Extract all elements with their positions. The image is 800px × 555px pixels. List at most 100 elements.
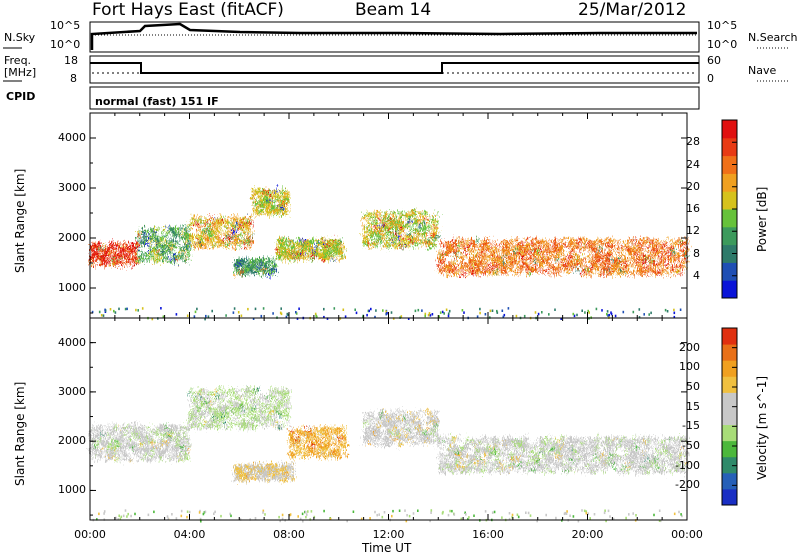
cell <box>368 425 370 428</box>
cell <box>262 192 264 195</box>
cell <box>625 269 627 272</box>
cell <box>553 255 555 258</box>
cell <box>279 425 281 428</box>
cell <box>329 441 331 444</box>
cell <box>418 221 420 224</box>
cell <box>593 251 595 254</box>
cell <box>454 254 456 257</box>
cell <box>164 443 166 446</box>
cell <box>157 237 159 240</box>
cell <box>641 252 643 255</box>
cell <box>287 194 289 197</box>
cell <box>631 239 633 242</box>
cell <box>236 466 238 469</box>
cell <box>515 256 517 259</box>
cell <box>294 257 296 260</box>
cell <box>513 264 515 267</box>
cell <box>623 252 625 255</box>
cell <box>223 408 225 411</box>
cell <box>271 395 273 398</box>
cell <box>305 440 307 443</box>
cell <box>294 242 296 245</box>
cell <box>388 241 390 244</box>
cell <box>502 260 504 263</box>
cell <box>438 257 440 260</box>
cell <box>322 248 324 251</box>
cell <box>593 246 595 249</box>
cell <box>214 221 216 224</box>
cell <box>218 221 220 224</box>
cell <box>406 237 408 240</box>
cell <box>212 231 214 234</box>
cell <box>308 243 310 246</box>
cell <box>380 413 382 416</box>
cell <box>396 231 398 234</box>
cell <box>452 270 454 273</box>
cell <box>591 246 593 249</box>
cell <box>492 262 494 265</box>
cell <box>258 213 260 216</box>
cell <box>681 253 683 256</box>
cell <box>244 235 246 238</box>
cell <box>147 251 149 254</box>
cell <box>184 454 186 457</box>
cell <box>149 237 151 240</box>
cell <box>159 242 161 245</box>
cell <box>146 443 148 446</box>
cell <box>645 272 647 275</box>
cell <box>243 393 245 396</box>
cell <box>145 235 147 238</box>
cell <box>234 269 236 272</box>
cell <box>214 229 216 232</box>
cell <box>116 256 118 259</box>
cell <box>110 451 112 454</box>
cell <box>627 264 629 267</box>
cell <box>639 308 641 311</box>
cell <box>280 465 282 468</box>
cell <box>139 241 141 244</box>
cell <box>334 252 336 255</box>
cell <box>579 248 581 251</box>
cell <box>426 212 428 215</box>
cell <box>482 247 484 250</box>
cell <box>385 313 387 316</box>
cell <box>302 255 304 258</box>
cell <box>472 249 474 252</box>
colorbar-swatch <box>722 191 737 209</box>
cell <box>300 240 302 243</box>
cell <box>124 256 126 259</box>
cell <box>92 249 94 252</box>
cell <box>507 247 509 250</box>
cell <box>108 260 110 263</box>
panel-frame <box>90 113 687 318</box>
cell <box>116 450 118 453</box>
cell <box>287 389 289 392</box>
cell <box>200 241 202 244</box>
cell <box>611 246 613 249</box>
cell <box>442 269 444 272</box>
cell <box>263 415 265 418</box>
cell <box>519 244 521 247</box>
cell <box>376 425 378 428</box>
cell <box>629 249 631 252</box>
cell <box>649 263 651 266</box>
cell <box>223 393 225 396</box>
cell <box>527 258 529 261</box>
cell <box>633 261 635 264</box>
cell <box>296 240 298 243</box>
cell <box>258 188 260 191</box>
cell <box>242 270 244 273</box>
cell <box>219 388 221 391</box>
cell <box>155 228 157 231</box>
cell <box>140 448 142 451</box>
cell <box>253 399 255 402</box>
cell <box>336 456 338 459</box>
cell <box>290 255 292 258</box>
cell <box>418 232 420 235</box>
cell <box>192 217 194 220</box>
cell <box>617 259 619 262</box>
cell <box>426 219 428 222</box>
cell <box>665 309 667 312</box>
cell <box>521 253 523 256</box>
cell <box>258 478 260 481</box>
